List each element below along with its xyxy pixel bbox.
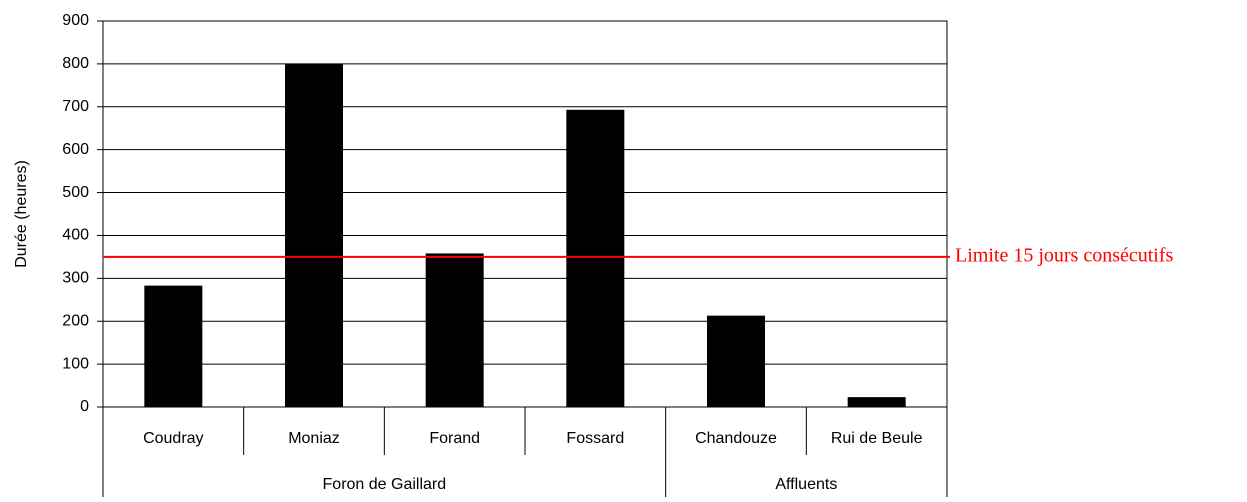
y-tick-label: 900 [62,12,89,29]
y-tick-label: 400 [62,227,89,244]
y-tick-label: 800 [62,55,89,72]
bar [144,285,203,407]
group-label: Affluents [775,476,837,493]
y-tick-label: 600 [62,141,89,158]
bar [425,253,484,407]
y-axis-label: Durée (heures) [13,160,30,268]
x-tick-label: Chandouze [695,430,777,447]
y-tick-label: 200 [62,312,89,329]
y-tick-label: 500 [62,184,89,201]
reference-label: Limite 15 jours consécutifs [955,244,1174,266]
y-tick-label: 0 [80,398,89,415]
x-tick-label: Rui de Beule [831,430,923,447]
y-tick-label: 300 [62,270,89,287]
bar [285,63,343,408]
group-label: Foron de Gaillard [323,476,447,493]
x-tick-label: Fossard [566,430,624,447]
bar [707,315,765,407]
x-tick-label: Forand [429,430,480,447]
bar [566,109,625,407]
y-tick-label: 700 [62,98,89,115]
bar [847,397,906,407]
x-tick-label: Coudray [143,430,203,447]
y-tick-label: 100 [62,355,89,372]
x-tick-label: Moniaz [288,430,340,447]
